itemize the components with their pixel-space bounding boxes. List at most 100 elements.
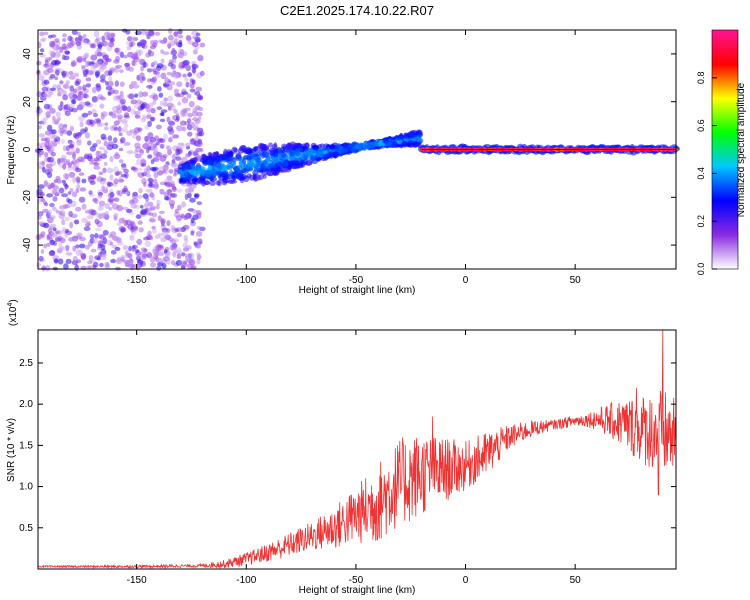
spectrogram-cell: [42, 166, 46, 173]
spectrogram-cell: [80, 252, 87, 260]
spectrogram-cell: [191, 138, 195, 145]
spectrogram-cell: [55, 209, 60, 214]
spectrogram-cell: [58, 123, 64, 130]
spectrogram-cell: [181, 112, 186, 118]
spectrogram-cell: [113, 59, 120, 64]
colorbar-tick-label: 0.6: [696, 119, 706, 132]
spectrogram-cell: [205, 170, 212, 178]
spectrogram-cell: [148, 94, 154, 99]
spectrogram-cell: [190, 230, 195, 236]
spectrogram-cell: [105, 81, 109, 86]
spectrogram-cell: [83, 226, 91, 232]
spectrogram-cell: [37, 184, 45, 190]
spectrogram-cell: [82, 57, 87, 63]
spectrogram-cell: [130, 167, 138, 171]
spectrogram-cell: [87, 260, 93, 265]
spectrogram-cell: [62, 145, 67, 152]
spectrogram-cell: [123, 141, 131, 146]
spectrogram-cell: [175, 113, 180, 119]
spectrogram-cell: [197, 168, 205, 176]
spectrogram-cell: [147, 29, 155, 36]
spectrogram-x-label: Height of straight line (km): [299, 285, 416, 296]
spectrogram-cell: [309, 155, 317, 162]
spectrogram-cell: [154, 31, 161, 36]
spectrogram-cell: [98, 251, 102, 258]
spectrogram-cell: [149, 192, 155, 198]
spectrogram-cell: [134, 146, 142, 153]
spectrogram-cell: [141, 91, 149, 97]
spectrogram-cell: [192, 35, 199, 40]
spectrogram-cell: [195, 86, 203, 92]
spectrogram-cell: [104, 122, 109, 126]
spectrogram-cell: [191, 67, 197, 74]
spectrogram-cell: [120, 254, 127, 259]
spectrogram-cell: [135, 214, 142, 220]
spectrogram-cell: [167, 41, 172, 48]
spectrogram-cell: [137, 194, 143, 199]
spectrogram-cell: [160, 218, 167, 224]
y-tick-label: 2.0: [19, 399, 33, 410]
spectrogram-cell: [43, 243, 47, 249]
spectrogram-cell: [86, 39, 91, 45]
spectrogram-cell: [121, 28, 128, 33]
spectrogram-cell: [131, 55, 138, 60]
spectrogram-cell: [129, 234, 135, 241]
spectrogram-cell: [68, 172, 75, 178]
spectrogram-cell: [167, 95, 173, 102]
spectrogram-cell: [43, 202, 49, 207]
spectrogram-cell: [44, 264, 51, 272]
spectrogram-cell: [134, 103, 141, 110]
spectrogram-cell: [100, 111, 108, 117]
spectrogram-cell: [151, 225, 156, 230]
spectrogram-cell: [173, 31, 179, 37]
spectrogram-cell: [112, 111, 116, 115]
spectrogram-cell: [120, 137, 126, 144]
spectrogram-cell: [237, 173, 244, 178]
spectrogram-cell: [75, 176, 81, 183]
spectrogram-cell: [116, 51, 122, 56]
spectrogram-cell: [128, 83, 134, 90]
spectrogram-cell: [42, 92, 47, 99]
spectrogram-cell: [187, 112, 193, 118]
spectrogram-cell: [68, 70, 74, 76]
spectrogram-cell: [185, 34, 192, 41]
spectrogram-cell: [160, 236, 167, 242]
spectrogram-cell: [396, 135, 402, 141]
spectrogram-cell: [155, 151, 163, 158]
spectrogram-cell: [93, 118, 99, 124]
spectrogram-cell: [87, 176, 95, 183]
spectrogram-cell: [160, 39, 167, 44]
spectrogram-cell: [159, 143, 165, 149]
spectrogram-cell: [179, 260, 186, 267]
spectrogram-cell: [135, 49, 143, 54]
spectrogram-cell: [113, 197, 120, 202]
x-tick-label: -150: [127, 275, 147, 286]
spectrogram-cell: [59, 80, 64, 85]
spectrogram-cell: [166, 258, 171, 265]
spectrogram-cell: [158, 251, 164, 257]
spectrogram-cell: [127, 36, 133, 42]
spectrogram-cell: [57, 158, 61, 165]
spectrogram-cell: [49, 215, 56, 220]
spectrogram-cell: [36, 262, 41, 268]
spectrogram-cell: [137, 220, 143, 225]
spectrogram-cell: [59, 101, 64, 107]
spectrogram-cell: [145, 31, 149, 36]
spectrogram-cell: [40, 38, 45, 42]
spectrogram-cell: [177, 101, 182, 106]
spectrogram-cell: [103, 126, 109, 131]
spectrogram-cell: [257, 174, 264, 180]
spectrogram-cell: [60, 138, 65, 145]
spectrogram-cell: [145, 136, 150, 141]
spectrogram-cell: [74, 264, 79, 271]
spectrogram-cell: [158, 92, 164, 98]
spectrogram-cell: [153, 172, 159, 179]
spectrogram-cell: [145, 188, 153, 193]
spectrogram-cell: [100, 74, 106, 81]
spectrogram-cell: [136, 238, 143, 245]
spectrogram-cell: [96, 212, 100, 219]
spectrogram-cell: [312, 144, 320, 150]
spectrogram-cell: [64, 244, 70, 250]
spectrogram-cell: [121, 206, 129, 211]
